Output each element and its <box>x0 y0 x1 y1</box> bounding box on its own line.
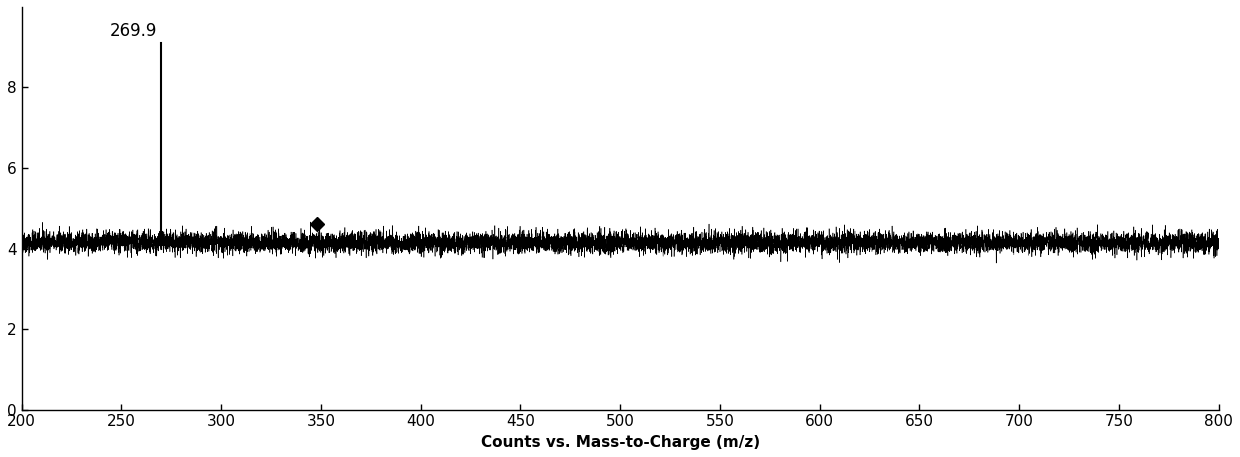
Text: 269.9: 269.9 <box>109 22 157 40</box>
X-axis label: Counts vs. Mass-to-Charge (m/z): Counts vs. Mass-to-Charge (m/z) <box>481 435 760 450</box>
